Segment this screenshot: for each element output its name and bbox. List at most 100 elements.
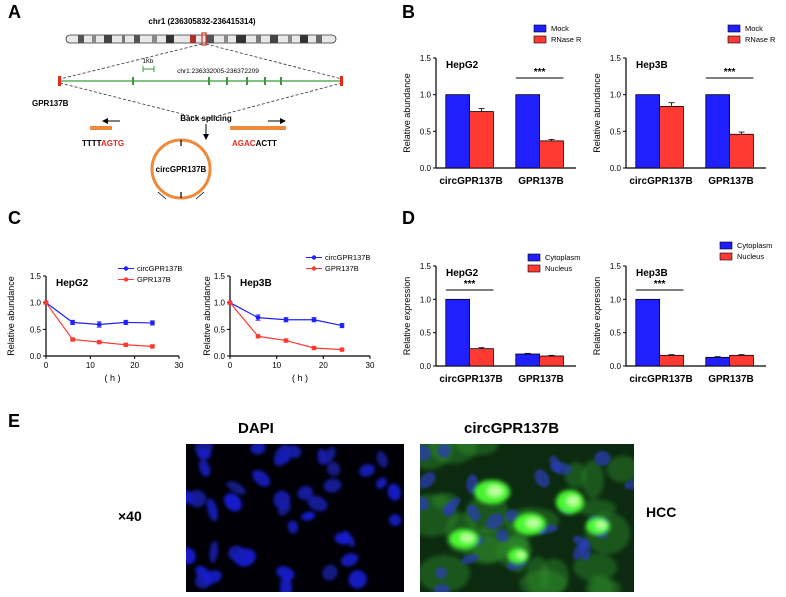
y-axis-label: Relative abundance bbox=[202, 276, 212, 356]
merge-nucleus bbox=[433, 583, 450, 592]
panel-letter-b: B bbox=[402, 2, 415, 22]
chart-c-hepg2: 0.0 0.5 1.0 1.5 Relative abundance HepG2 0 10 20… bbox=[6, 264, 184, 383]
bar-cytoplasm bbox=[705, 356, 731, 367]
dapi-nucleus bbox=[186, 547, 196, 565]
x-tick-label: 10 bbox=[272, 361, 281, 370]
x-tick-label: 0 bbox=[44, 361, 49, 370]
merge-nucleus bbox=[534, 469, 550, 488]
bar-rnase-r bbox=[469, 111, 494, 169]
merge-nucleus bbox=[594, 450, 611, 466]
circ-title: circGPR137B bbox=[464, 420, 560, 437]
data-point bbox=[150, 344, 155, 349]
tissue-label: HCC bbox=[646, 504, 677, 520]
circgpr137b-micrograph bbox=[420, 444, 634, 592]
dapi-nucleus bbox=[317, 448, 327, 466]
dapi-nucleus bbox=[387, 483, 401, 501]
bar-cytoplasm bbox=[515, 353, 541, 367]
x-tick-label: 30 bbox=[366, 361, 375, 370]
significance-stars: *** bbox=[464, 279, 476, 290]
data-point bbox=[311, 345, 317, 351]
chart-title: HepG2 bbox=[446, 268, 479, 279]
dapi-nucleus bbox=[273, 444, 291, 467]
y-axis-label: Relative abundance bbox=[6, 276, 16, 356]
scale-bar-label: 1Kb bbox=[143, 59, 154, 65]
bar-nucleus bbox=[729, 354, 754, 367]
bar-mock bbox=[635, 94, 660, 169]
x-tick-label: 10 bbox=[86, 361, 95, 370]
merge-nucleus bbox=[624, 480, 634, 490]
legend-swatch bbox=[727, 35, 741, 44]
dapi-nucleus bbox=[279, 575, 293, 592]
y-tick-label: 1.0 bbox=[420, 91, 432, 100]
legend-marker bbox=[311, 266, 317, 271]
merge-nucleus bbox=[505, 509, 519, 523]
significance-stars: *** bbox=[654, 279, 666, 290]
merge-nucleus bbox=[420, 445, 431, 461]
green-background bbox=[573, 553, 618, 582]
data-point bbox=[283, 317, 289, 323]
merge-nucleus bbox=[485, 513, 504, 530]
y-tick-label: 0.5 bbox=[420, 127, 432, 136]
y-tick-label: 1.5 bbox=[30, 272, 42, 281]
bar-rnase-r bbox=[729, 133, 754, 169]
legend-swatch bbox=[719, 241, 733, 250]
x-axis-label: ( h ) bbox=[292, 373, 308, 383]
merge-nucleus bbox=[467, 504, 481, 522]
bar-mock bbox=[515, 94, 541, 169]
data-point bbox=[227, 300, 233, 305]
significance-stars: *** bbox=[724, 67, 736, 78]
y-tick-label: 1.5 bbox=[420, 262, 432, 271]
dapi-nucleus bbox=[376, 451, 388, 468]
y-axis-label: Relative expression bbox=[402, 277, 412, 356]
y-axis-label: Relative abundance bbox=[592, 73, 602, 153]
dapi-micrograph bbox=[186, 444, 404, 592]
green-background bbox=[519, 570, 568, 592]
data-point bbox=[123, 320, 129, 325]
bar-rnase-r bbox=[659, 106, 684, 169]
x-tick-label: GPR137B bbox=[708, 374, 754, 385]
y-axis-label: Relative expression bbox=[592, 277, 602, 356]
data-point bbox=[339, 347, 345, 352]
legend-marker bbox=[123, 277, 129, 282]
y-tick-label: 1.5 bbox=[214, 272, 226, 281]
legend-label: circGPR137B bbox=[137, 264, 182, 273]
y-tick-label: 1.0 bbox=[610, 91, 622, 100]
legend-label: Cytoplasm bbox=[737, 241, 772, 250]
dapi-nucleus bbox=[334, 532, 350, 545]
green-cell-core bbox=[525, 518, 541, 528]
merge-nucleus bbox=[579, 538, 591, 561]
dapi-nucleus bbox=[273, 490, 291, 510]
right-exon bbox=[230, 126, 286, 130]
green-cell-core bbox=[516, 551, 526, 559]
x-tick-label: circGPR137B bbox=[629, 176, 692, 187]
legend-swatch bbox=[527, 253, 541, 262]
y-tick-label: 0.0 bbox=[420, 164, 432, 173]
scale-bar: 1Kb bbox=[142, 59, 155, 72]
dapi-nucleus bbox=[224, 493, 242, 512]
y-axis-label: Relative abundance bbox=[402, 73, 412, 153]
legend-label: circGPR137B bbox=[325, 253, 370, 262]
y-tick-label: 0.5 bbox=[30, 325, 42, 334]
merge-nucleus bbox=[444, 504, 456, 517]
merge-nucleus bbox=[420, 472, 436, 489]
chart-b-hepg2: 0.0 0.5 1.0 1.5 Relative abundance HepG2 circG… bbox=[402, 24, 582, 187]
y-tick-label: 0.0 bbox=[30, 352, 42, 361]
back-splicing-label: Back splicing bbox=[180, 114, 232, 123]
y-tick-label: 0.5 bbox=[420, 329, 432, 338]
legend-swatch bbox=[533, 24, 547, 33]
data-point bbox=[123, 342, 128, 347]
dapi-nucleus bbox=[348, 570, 367, 589]
legend-label: RNase R bbox=[551, 35, 582, 44]
y-tick-label: 0.0 bbox=[610, 362, 622, 371]
panel-letter-a: A bbox=[8, 2, 21, 22]
dapi-nucleus bbox=[252, 469, 271, 487]
merge-nucleus bbox=[461, 554, 480, 564]
y-tick-label: 1.5 bbox=[420, 54, 432, 63]
green-background bbox=[606, 455, 634, 483]
chart-title: Hep3B bbox=[240, 278, 272, 289]
dapi-nucleus bbox=[301, 511, 316, 521]
bar-nucleus bbox=[469, 348, 494, 367]
dapi-nucleus bbox=[276, 566, 295, 581]
chart-d-hep3b: 0.0 0.5 1.0 1.5 Relative expression Hep3B circ… bbox=[592, 241, 772, 385]
x-tick-label: circGPR137B bbox=[439, 176, 502, 187]
